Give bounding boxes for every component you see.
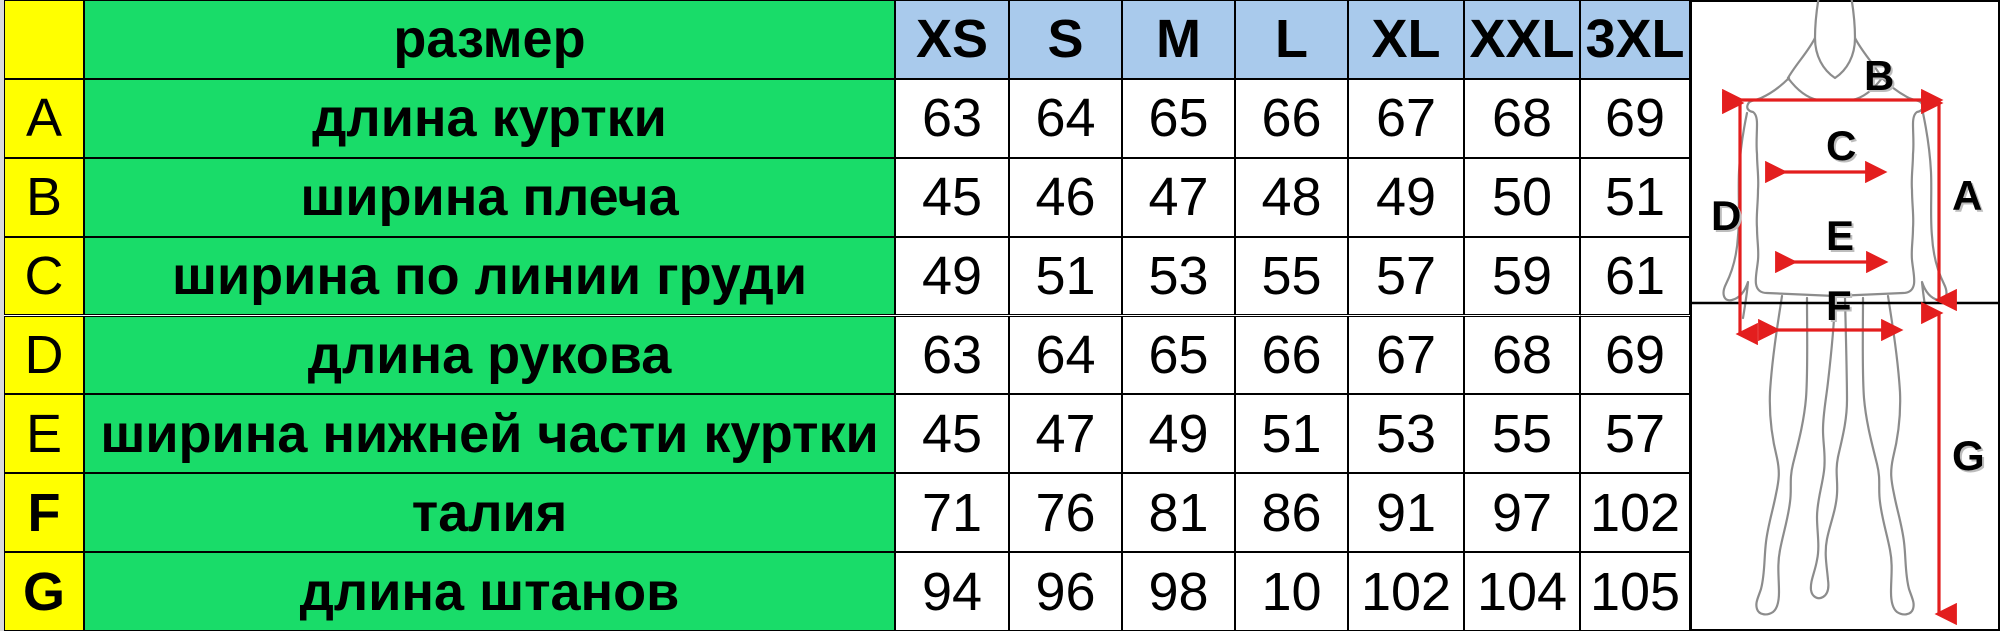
svg-text:E: E bbox=[1826, 212, 1854, 259]
svg-text:D: D bbox=[1711, 192, 1741, 239]
svg-text:G: G bbox=[1952, 432, 1985, 479]
svg-text:F: F bbox=[1826, 282, 1852, 329]
svg-text:B: B bbox=[1864, 52, 1894, 99]
svg-text:A: A bbox=[1952, 172, 1982, 219]
svg-text:C: C bbox=[1826, 122, 1856, 169]
